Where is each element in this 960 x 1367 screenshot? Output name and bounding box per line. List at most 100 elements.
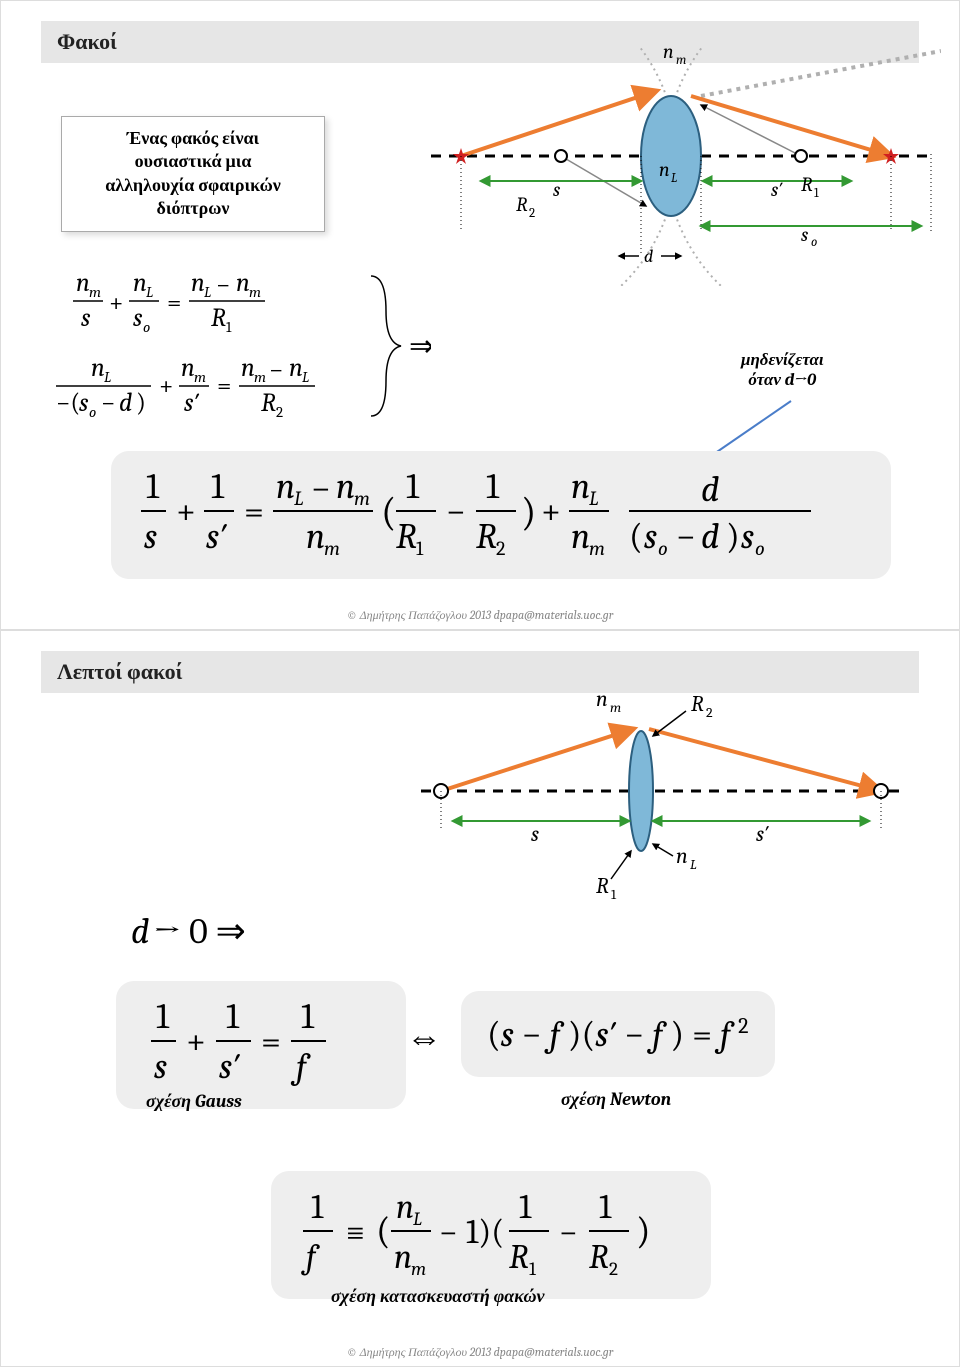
svg-text:s: s bbox=[81, 303, 91, 333]
svg-text:f: f bbox=[301, 1237, 320, 1277]
svg-text:o: o bbox=[811, 235, 817, 250]
svg-text:s′: s′ bbox=[206, 516, 227, 557]
svg-text:(: ( bbox=[381, 489, 396, 535]
svg-text:n: n bbox=[241, 353, 255, 383]
svg-text:n: n bbox=[396, 1187, 414, 1227]
svg-text:1: 1 bbox=[529, 1258, 537, 1280]
svg-text:d: d bbox=[701, 516, 719, 557]
slide-thin-lenses: Λεπτοί φακοί nm R2 R1 nL s bbox=[0, 630, 960, 1367]
svg-text:L: L bbox=[294, 487, 304, 510]
svg-text:1: 1 bbox=[146, 466, 160, 507]
svg-text:n: n bbox=[663, 46, 674, 63]
svg-text:s′: s′ bbox=[219, 1046, 240, 1087]
svg-text:d: d bbox=[701, 469, 719, 510]
svg-text:m: m bbox=[354, 487, 370, 510]
newton-caption: σχέση Newton bbox=[561, 1089, 671, 1110]
svg-text:L: L bbox=[589, 487, 599, 510]
svg-text:L: L bbox=[146, 283, 153, 301]
svg-text:=: = bbox=[261, 1021, 281, 1062]
svg-text:R: R bbox=[516, 193, 528, 216]
svg-text:−: − bbox=[559, 1212, 578, 1252]
svg-text:n: n bbox=[76, 268, 90, 298]
svg-text:1: 1 bbox=[211, 466, 225, 507]
svg-text:m: m bbox=[610, 699, 621, 716]
svg-text:s: s bbox=[144, 516, 157, 557]
svg-text:L: L bbox=[413, 1208, 422, 1230]
svg-text:): ) bbox=[136, 388, 146, 418]
svg-text:R: R bbox=[476, 516, 497, 557]
svg-text:n: n bbox=[336, 466, 355, 507]
svg-text:s: s bbox=[79, 388, 89, 418]
svg-text:m: m bbox=[589, 537, 605, 560]
svg-text:): ) bbox=[636, 1209, 651, 1253]
svg-text:L: L bbox=[671, 171, 677, 186]
svg-text:L: L bbox=[690, 856, 697, 873]
svg-text:2: 2 bbox=[609, 1258, 618, 1280]
lensmaker-caption: σχέση κατασκευαστή φακών bbox=[331, 1286, 544, 1307]
svg-text:o: o bbox=[89, 403, 96, 421]
svg-text:n: n bbox=[181, 353, 195, 383]
svg-text:+: + bbox=[159, 371, 173, 401]
svg-text:−: − bbox=[216, 270, 230, 300]
svg-text:n: n bbox=[191, 268, 205, 298]
svg-text:1: 1 bbox=[406, 466, 420, 507]
svg-text:n: n bbox=[571, 516, 590, 557]
svg-text:f: f bbox=[290, 1046, 311, 1087]
svg-text:R: R bbox=[396, 516, 417, 557]
equiv-symbol: ⇔ bbox=[406, 1016, 442, 1058]
svg-text:2: 2 bbox=[529, 206, 535, 221]
svg-text:L: L bbox=[104, 368, 111, 386]
svg-text:1)(: 1)( bbox=[466, 1212, 504, 1252]
svg-text:s′: s′ bbox=[771, 178, 783, 201]
svg-text:R: R bbox=[589, 1237, 609, 1277]
svg-text:R: R bbox=[801, 173, 813, 196]
svg-text:m: m bbox=[249, 283, 261, 301]
svg-text:o: o bbox=[143, 318, 150, 336]
svg-text:1: 1 bbox=[226, 318, 232, 336]
svg-text:s′: s′ bbox=[184, 388, 199, 418]
lensmaker-equation: 1 f ≡ ( nL nm − 1)( 1 R1 − 1 R2 ) bbox=[271, 1171, 711, 1299]
svg-text:n: n bbox=[571, 466, 590, 507]
svg-text:−(: −( bbox=[56, 388, 80, 418]
svg-text:d: d bbox=[119, 388, 132, 418]
svg-text:1: 1 bbox=[814, 186, 819, 201]
svg-text:R: R bbox=[509, 1237, 529, 1277]
svg-text:n: n bbox=[133, 268, 147, 298]
svg-text:−: − bbox=[676, 516, 696, 557]
svg-text:L: L bbox=[204, 283, 211, 301]
svg-text:+: + bbox=[541, 491, 561, 532]
svg-text:1: 1 bbox=[519, 1187, 532, 1227]
svg-text:+: + bbox=[176, 491, 196, 532]
thin-lens-diagram: nm R2 R1 nL s s′ bbox=[401, 681, 921, 901]
thick-lens-diagram: nm nL s s′ so R2 R1 d bbox=[401, 46, 941, 286]
svg-text:1: 1 bbox=[301, 996, 315, 1037]
svg-text:s: s bbox=[133, 303, 143, 333]
svg-text:s: s bbox=[154, 1046, 167, 1087]
svg-text:+: + bbox=[109, 288, 123, 318]
svg-text:n: n bbox=[276, 466, 295, 507]
svg-text:n: n bbox=[394, 1237, 412, 1277]
svg-text:(: ( bbox=[629, 516, 643, 557]
svg-text:s′: s′ bbox=[756, 821, 769, 847]
svg-text:R: R bbox=[691, 691, 704, 717]
slide-footer: © Δημήτρης Παπάζογλου 2013 dpapa@materia… bbox=[1, 1345, 959, 1360]
svg-text:1: 1 bbox=[486, 466, 500, 507]
svg-text:): ) bbox=[726, 516, 740, 557]
svg-text:−: − bbox=[101, 388, 115, 418]
svg-text:≡: ≡ bbox=[346, 1212, 365, 1252]
slide-lenses: Φακοί Ένας φακός είναι ουσιαστικά μια αλ… bbox=[0, 0, 960, 630]
limit-expression: d → 0 ⇒ bbox=[131, 911, 246, 952]
svg-text:+: + bbox=[186, 1021, 206, 1062]
svg-text:o: o bbox=[755, 537, 765, 560]
svg-text:s: s bbox=[644, 516, 657, 557]
svg-text:1: 1 bbox=[226, 996, 240, 1037]
svg-text:m: m bbox=[324, 537, 340, 560]
svg-text:−: − bbox=[311, 468, 331, 509]
svg-text:R: R bbox=[211, 303, 226, 333]
svg-text:n: n bbox=[236, 268, 250, 298]
svg-text:−: − bbox=[439, 1212, 458, 1252]
svg-text:n: n bbox=[91, 353, 105, 383]
limit-note: μηδενίζεται όταν d→0 bbox=[741, 351, 824, 392]
svg-text:d: d bbox=[644, 246, 653, 267]
svg-text:−: − bbox=[269, 355, 283, 385]
